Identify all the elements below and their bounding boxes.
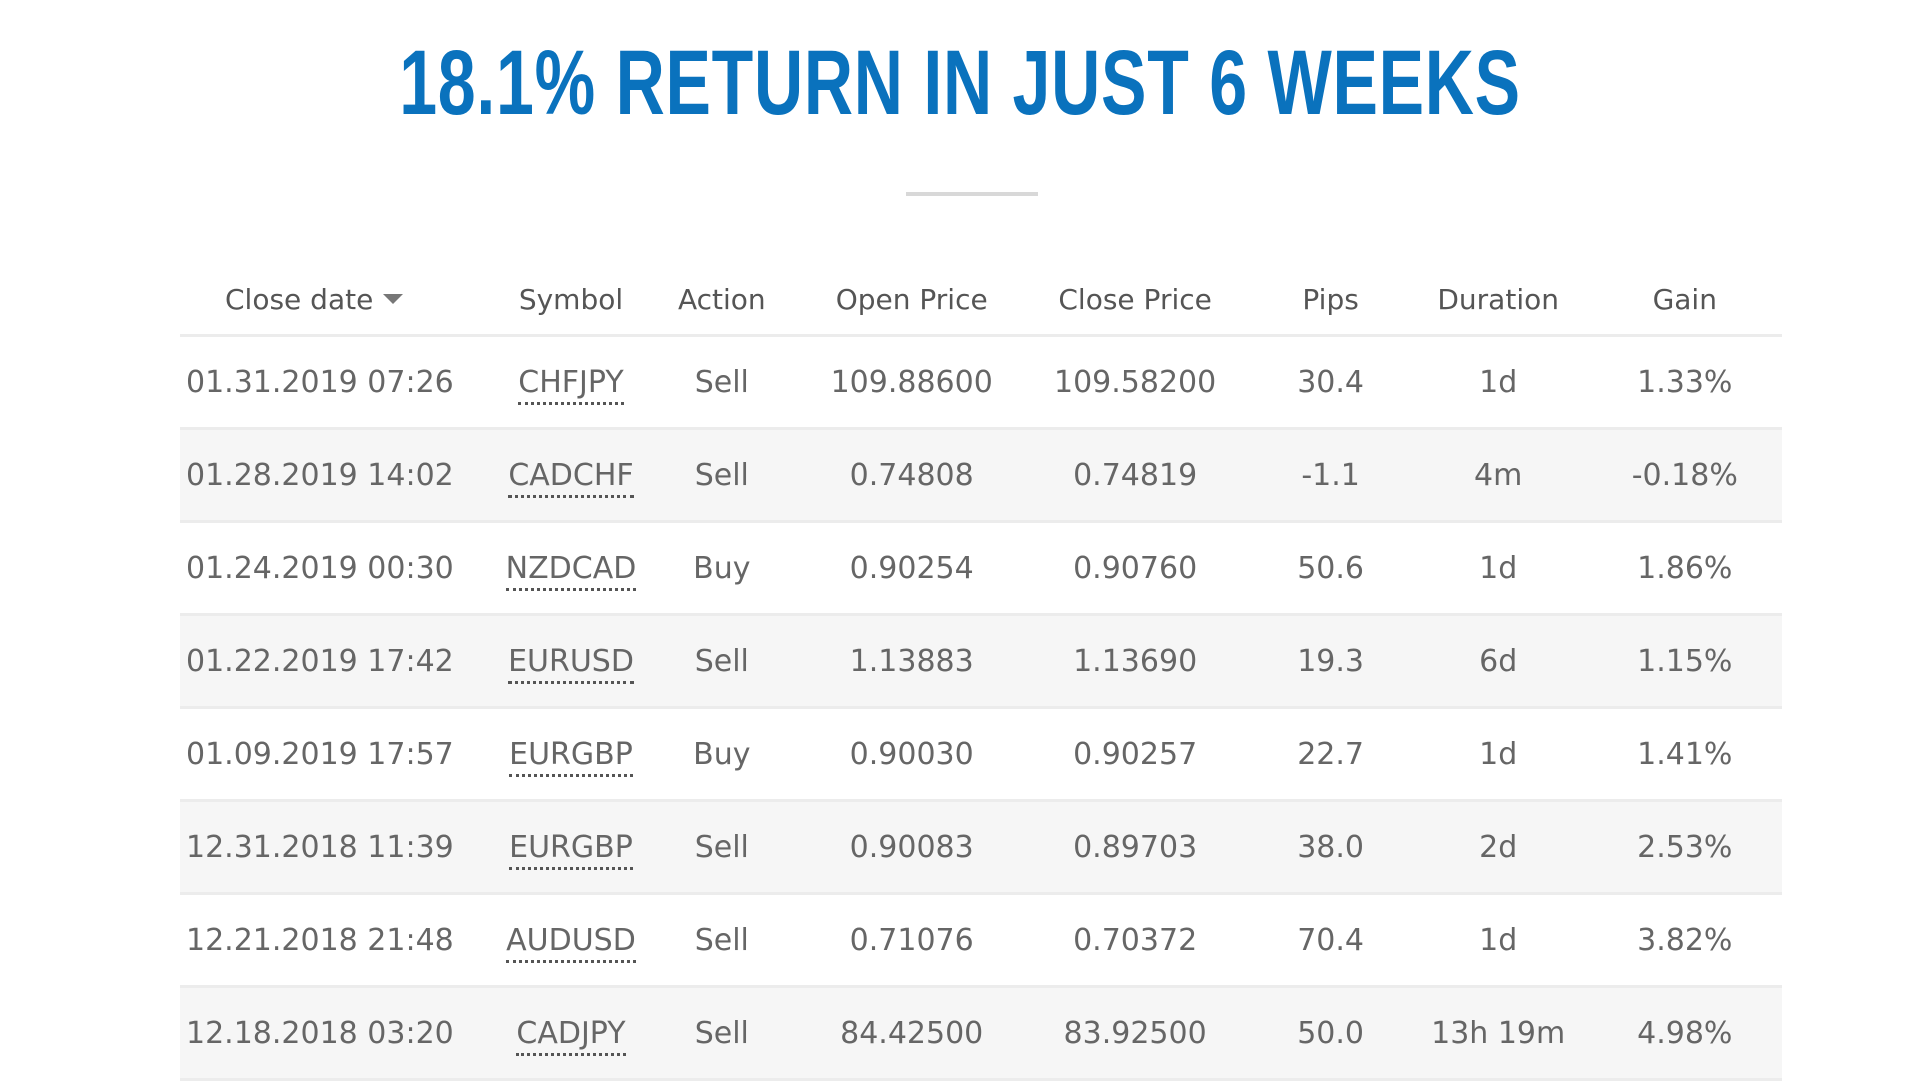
pips-header[interactable]: Pips — [1252, 264, 1409, 337]
duration-cell: 4m — [1408, 428, 1588, 523]
close-price-cell: 0.90257 — [1017, 707, 1253, 802]
table-row: 12.18.2018 03:20 CADJPY Sell 84.42500 83… — [180, 986, 1782, 1081]
close-date-cell: 01.28.2019 14:02 — [180, 428, 504, 523]
open-price-cell: 0.90030 — [805, 707, 1018, 802]
table-row: 01.28.2019 14:02 CADCHF Sell 0.74808 0.7… — [180, 428, 1782, 523]
table-row: 01.09.2019 17:57 EURGBP Buy 0.90030 0.90… — [180, 707, 1782, 802]
symbol-cell[interactable]: NZDCAD — [503, 521, 639, 616]
symbol-header[interactable]: Symbol — [503, 264, 639, 337]
action-cell: Buy — [638, 521, 806, 616]
symbol-link[interactable]: CADCHF — [508, 457, 634, 498]
gain-cell: 2.53% — [1587, 800, 1782, 895]
open-price-cell: 0.90083 — [805, 800, 1018, 895]
table-row: 12.21.2018 21:48 AUDUSD Sell 0.71076 0.7… — [180, 893, 1782, 988]
table-row: 01.24.2019 00:30 NZDCAD Buy 0.90254 0.90… — [180, 521, 1782, 616]
symbol-cell[interactable]: AUDUSD — [503, 893, 639, 988]
page-title: 18.1% RETURN IN JUST 6 WEEKS — [399, 32, 1521, 134]
action-cell: Sell — [638, 800, 806, 895]
pips-cell: 50.0 — [1252, 986, 1409, 1081]
duration-cell: 1d — [1408, 521, 1588, 616]
duration-cell: 2d — [1408, 800, 1588, 895]
symbol-cell[interactable]: CADCHF — [503, 428, 639, 523]
symbol-cell[interactable]: EURUSD — [503, 614, 639, 709]
title-divider — [906, 192, 1038, 196]
open-price-cell: 0.71076 — [805, 893, 1018, 988]
gain-cell: 4.98% — [1587, 986, 1782, 1081]
symbol-link[interactable]: CHFJPY — [518, 364, 624, 405]
symbol-cell[interactable]: CHFJPY — [503, 335, 639, 430]
symbol-link[interactable]: EURUSD — [508, 643, 634, 684]
action-cell: Sell — [638, 986, 806, 1081]
duration-cell: 13h 19m — [1408, 986, 1588, 1081]
action-header[interactable]: Action — [638, 264, 806, 337]
close-price-cell: 0.89703 — [1017, 800, 1253, 895]
symbol-cell[interactable]: CADJPY — [503, 986, 639, 1081]
close-date-cell: 12.31.2018 11:39 — [180, 800, 504, 895]
open-price-cell: 0.90254 — [805, 521, 1018, 616]
pips-cell: 38.0 — [1252, 800, 1409, 895]
gain-cell: 1.41% — [1587, 707, 1782, 802]
close-date-cell: 01.09.2019 17:57 — [180, 707, 504, 802]
symbol-cell[interactable]: EURGBP — [503, 707, 639, 802]
caret-down-icon[interactable] — [383, 293, 404, 304]
gain-cell: 1.15% — [1587, 614, 1782, 709]
symbol-link[interactable]: EURGBP — [509, 829, 633, 870]
table-header-row: Close date Symbol Action Open Price Clos… — [180, 264, 1782, 337]
close-price-cell: 0.70372 — [1017, 893, 1253, 988]
pips-cell: 50.6 — [1252, 521, 1409, 616]
close-date-cell: 12.21.2018 21:48 — [180, 893, 504, 988]
action-cell: Buy — [638, 707, 806, 802]
table-row: 01.31.2019 07:26 CHFJPY Sell 109.88600 1… — [180, 335, 1782, 430]
open-price-cell: 84.42500 — [805, 986, 1018, 1081]
close-date-cell: 12.18.2018 03:20 — [180, 986, 504, 1081]
symbol-link[interactable]: EURGBP — [509, 736, 633, 777]
action-cell: Sell — [638, 428, 806, 523]
gain-cell: 1.33% — [1587, 335, 1782, 430]
action-cell: Sell — [638, 614, 806, 709]
symbol-link[interactable]: CADJPY — [516, 1015, 626, 1056]
pips-cell: -1.1 — [1252, 428, 1409, 523]
duration-cell: 6d — [1408, 614, 1588, 709]
symbol-cell[interactable]: EURGBP — [503, 800, 639, 895]
action-cell: Sell — [638, 893, 806, 988]
pips-cell: 70.4 — [1252, 893, 1409, 988]
close-date-header[interactable]: Close date — [180, 264, 504, 337]
close-date-cell: 01.24.2019 00:30 — [180, 521, 504, 616]
table-row: 12.31.2018 11:39 EURGBP Sell 0.90083 0.8… — [180, 800, 1782, 895]
gain-cell: 3.82% — [1587, 893, 1782, 988]
pips-cell: 19.3 — [1252, 614, 1409, 709]
pips-cell: 22.7 — [1252, 707, 1409, 802]
close-date-header-label: Close date — [225, 282, 374, 316]
close-date-cell: 01.22.2019 17:42 — [180, 614, 504, 709]
close-price-cell: 0.74819 — [1017, 428, 1253, 523]
pips-cell: 30.4 — [1252, 335, 1409, 430]
gain-cell: 1.86% — [1587, 521, 1782, 616]
open-price-cell: 0.74808 — [805, 428, 1018, 523]
close-price-cell: 109.58200 — [1017, 335, 1253, 430]
open-price-cell: 109.88600 — [805, 335, 1018, 430]
gain-cell: -0.18% — [1587, 428, 1782, 523]
close-price-cell: 0.90760 — [1017, 521, 1253, 616]
close-price-header[interactable]: Close Price — [1017, 264, 1253, 337]
duration-cell: 1d — [1408, 893, 1588, 988]
action-cell: Sell — [638, 335, 806, 430]
open-price-header[interactable]: Open Price — [805, 264, 1018, 337]
table-row: 01.22.2019 17:42 EURUSD Sell 1.13883 1.1… — [180, 614, 1782, 709]
close-price-cell: 1.13690 — [1017, 614, 1253, 709]
symbol-link[interactable]: NZDCAD — [505, 550, 637, 591]
open-price-cell: 1.13883 — [805, 614, 1018, 709]
duration-cell: 1d — [1408, 707, 1588, 802]
duration-cell: 1d — [1408, 335, 1588, 430]
gain-header[interactable]: Gain — [1587, 264, 1782, 337]
trade-history-table: Close date Symbol Action Open Price Clos… — [180, 264, 1782, 1081]
duration-header[interactable]: Duration — [1408, 264, 1588, 337]
close-date-cell: 01.31.2019 07:26 — [180, 335, 504, 430]
symbol-link[interactable]: AUDUSD — [506, 922, 636, 963]
close-price-cell: 83.92500 — [1017, 986, 1253, 1081]
